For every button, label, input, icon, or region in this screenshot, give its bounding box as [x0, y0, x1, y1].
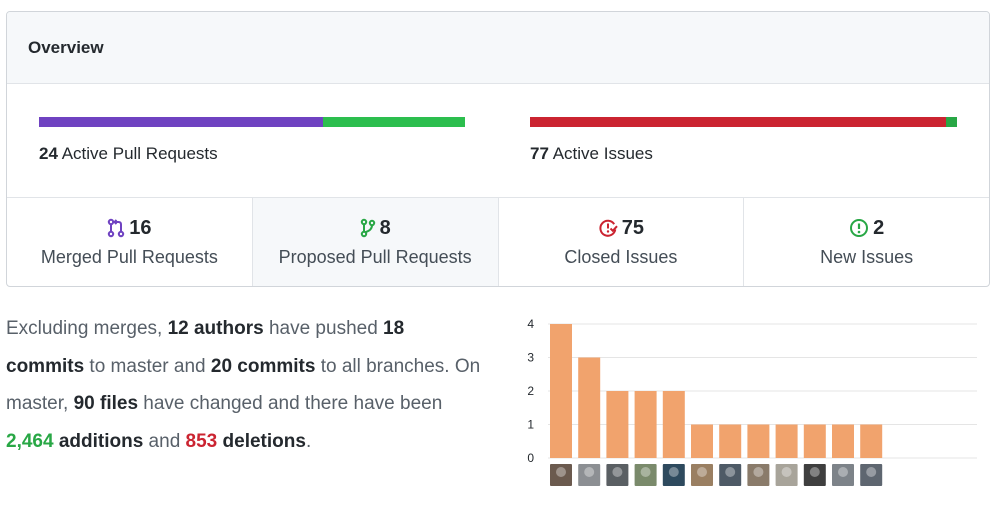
overview-panel: Overview 24 Active Pull Requests 77 Acti…	[6, 11, 990, 287]
commits-chart-svg: 0 1 2 3 4	[527, 317, 977, 486]
avatar-head	[838, 467, 848, 477]
commit-bar[interactable]	[803, 424, 826, 459]
closed-issues-count: 75	[621, 216, 644, 239]
commit-bar[interactable]	[691, 424, 713, 459]
author-avatar[interactable]	[803, 464, 826, 486]
merged-pull-requests-count: 16	[129, 216, 152, 239]
pull-requests-bar[interactable]	[39, 117, 465, 127]
author-avatar[interactable]	[747, 464, 770, 486]
active-issues-label: 77 Active Issues	[530, 144, 653, 164]
active-issues-text: Active Issues	[552, 144, 653, 163]
active-pull-requests-text: Active Pull Requests	[61, 144, 218, 163]
commit-bar[interactable]	[775, 424, 798, 459]
proposed-pull-requests-label: Proposed Pull Requests	[278, 247, 472, 267]
merged-pull-requests-stat[interactable]: 16 Merged Pull Requests	[7, 198, 253, 286]
author-avatar[interactable]	[691, 464, 713, 486]
commit-bar[interactable]	[550, 324, 572, 458]
issue-opened-icon	[850, 219, 869, 237]
commit-bar[interactable]	[634, 391, 657, 458]
new-issues-count: 2	[873, 216, 885, 239]
avatar-head	[556, 467, 566, 477]
merged-pull-requests-label: Merged Pull Requests	[40, 247, 218, 267]
issues-bar[interactable]	[530, 117, 957, 127]
active-pull-requests-label: 24 Active Pull Requests	[39, 144, 218, 164]
additions-count: 2,464	[6, 430, 54, 452]
commit-bar[interactable]	[719, 424, 742, 459]
overview-header: Overview	[7, 12, 989, 84]
master-commits-count: 18 commits	[6, 318, 405, 377]
active-issues-count: 77	[530, 144, 549, 163]
avatar-head	[584, 467, 595, 477]
git-merge-icon	[108, 218, 125, 238]
y-tick-label: 3	[527, 351, 534, 365]
closed-issues-stat[interactable]: 75 Closed Issues	[499, 198, 745, 286]
commit-bar[interactable]	[860, 424, 883, 459]
issue-closed-icon	[599, 219, 618, 237]
commit-bar[interactable]	[662, 391, 685, 458]
additions-word: additions	[53, 430, 144, 452]
author-avatar[interactable]	[662, 464, 685, 486]
author-avatar[interactable]	[634, 464, 657, 486]
commits-by-author-chart: 0 1 2 3 4	[520, 310, 990, 500]
avatar-head	[725, 467, 736, 477]
summary-text-4: to all branches. On master,	[6, 355, 481, 415]
commit-bar[interactable]	[747, 424, 770, 459]
avatar-head	[866, 467, 877, 477]
author-avatar[interactable]	[775, 464, 798, 486]
commit-bar[interactable]	[606, 391, 629, 458]
author-avatar[interactable]	[860, 464, 883, 486]
all-commits-count: 20 commits	[210, 355, 316, 377]
y-tick-label: 0	[527, 451, 534, 465]
author-avatar[interactable]	[606, 464, 629, 486]
summary-text-2: have pushed	[263, 318, 384, 339]
summary-text-6: and	[143, 430, 186, 452]
commit-summary: Excluding merges, 12 authors have pushed…	[6, 310, 486, 460]
y-tick-label: 2	[527, 384, 534, 398]
avatar-head	[753, 467, 764, 477]
proposed-pull-requests-count: 8	[379, 216, 391, 239]
author-avatar[interactable]	[719, 464, 742, 486]
git-pull-request-icon	[360, 218, 375, 238]
avatar-head	[668, 467, 679, 477]
author-avatar[interactable]	[550, 464, 572, 486]
merged-segment	[39, 117, 323, 127]
avatar-head	[640, 467, 651, 477]
closed-segment	[530, 117, 946, 127]
author-avatar[interactable]	[578, 464, 601, 486]
summary-text-3: to master and	[84, 355, 211, 377]
deletions-word: deletions	[217, 430, 306, 452]
overview-title: Overview	[28, 37, 104, 57]
avatar-head	[697, 467, 707, 477]
active-pull-requests-count: 24	[39, 144, 58, 163]
closed-issues-label: Closed Issues	[564, 247, 678, 267]
y-tick-label: 1	[527, 418, 534, 432]
proposed-pull-requests-stat[interactable]: 8 Proposed Pull Requests	[252, 198, 499, 286]
avatar-head	[612, 467, 623, 477]
proposed-segment	[322, 117, 465, 127]
summary-text-7: .	[305, 430, 312, 452]
commit-bar[interactable]	[832, 424, 854, 459]
summary-text-1: Excluding merges,	[6, 318, 168, 339]
activity-bars: 24 Active Pull Requests 77 Active Issues	[7, 84, 989, 198]
files-changed-count: 90 files	[73, 393, 139, 414]
avatar-head	[809, 467, 820, 477]
commit-bar[interactable]	[578, 357, 601, 459]
new-issues-stat[interactable]: 2 New Issues	[744, 198, 989, 286]
summary-text-5: have changed and there have been	[138, 393, 443, 414]
authors-count: 12 authors	[167, 318, 264, 339]
overview-stats: 16 Merged Pull Requests 8 Proposed Pull …	[7, 198, 989, 286]
y-tick-label: 4	[527, 317, 534, 331]
new-segment	[945, 117, 957, 127]
deletions-count: 853	[185, 430, 218, 452]
new-issues-label: New Issues	[820, 247, 914, 267]
avatar-head	[781, 467, 792, 477]
author-avatar[interactable]	[832, 464, 854, 486]
